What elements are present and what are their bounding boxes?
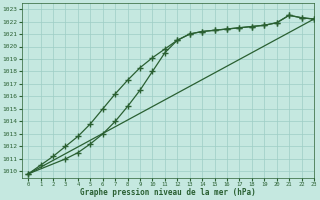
X-axis label: Graphe pression niveau de la mer (hPa): Graphe pression niveau de la mer (hPa) (80, 188, 256, 197)
